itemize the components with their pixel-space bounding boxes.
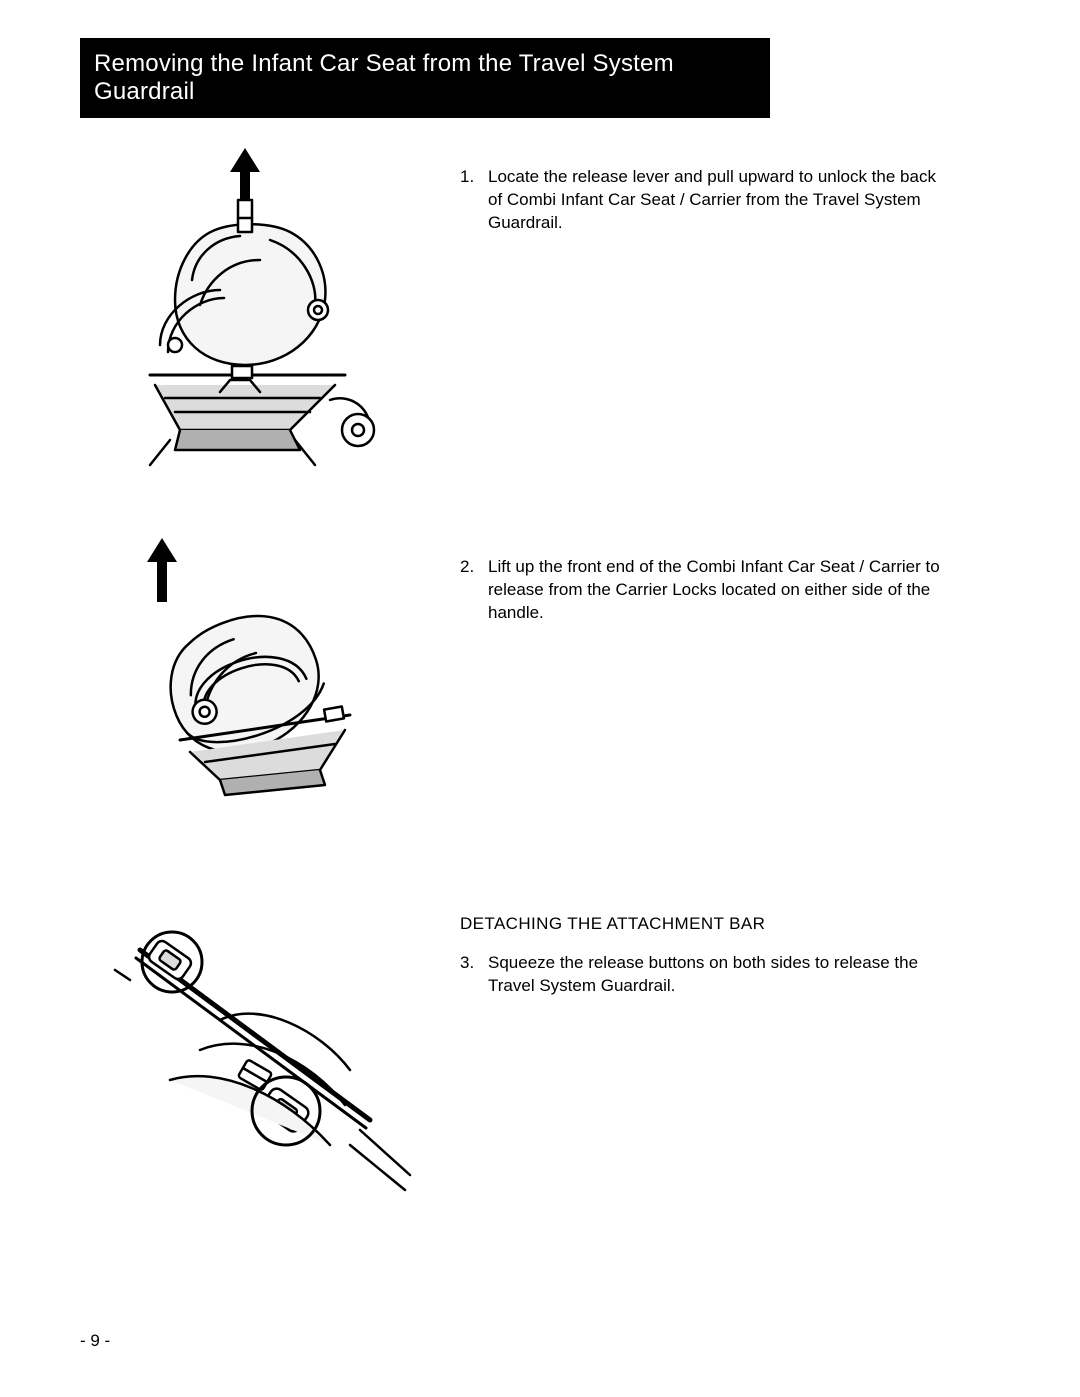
- step-1-item: 1. Locate the release lever and pull upw…: [460, 166, 1000, 235]
- step-2: 2. Lift up the front end of the Combi In…: [80, 530, 1000, 810]
- step-1: 1. Locate the release lever and pull upw…: [80, 140, 1000, 470]
- up-arrow-icon: [147, 538, 177, 602]
- step-2-text-col: 2. Lift up the front end of the Combi In…: [460, 530, 1000, 625]
- step-2-illustration: [80, 530, 460, 810]
- car-seat-release-lever-illustration: [120, 140, 420, 470]
- section-title-bar: Removing the Infant Car Seat from the Tr…: [80, 38, 770, 118]
- manual-page: Removing the Infant Car Seat from the Tr…: [0, 0, 1080, 1397]
- step-3-item: 3. Squeeze the release buttons on both s…: [460, 952, 1000, 998]
- detach-attachment-bar-illustration: [110, 910, 430, 1200]
- car-seat-lift-front-illustration: [120, 530, 420, 810]
- step-3-number: 3.: [460, 952, 488, 998]
- step-3-illustration: [80, 910, 460, 1200]
- step-3-body: Squeeze the release buttons on both side…: [488, 952, 1000, 998]
- detaching-subheading: DETACHING THE ATTACHMENT BAR: [460, 914, 1000, 934]
- step-2-item: 2. Lift up the front end of the Combi In…: [460, 556, 1000, 625]
- step-2-body: Lift up the front end of the Combi Infan…: [488, 556, 1000, 625]
- step-1-text-col: 1. Locate the release lever and pull upw…: [460, 140, 1000, 235]
- step-3: DETACHING THE ATTACHMENT BAR 3. Squeeze …: [80, 910, 1000, 1200]
- step-3-text-col: DETACHING THE ATTACHMENT BAR 3. Squeeze …: [460, 910, 1000, 998]
- step-1-number: 1.: [460, 166, 488, 235]
- page-number: - 9 -: [80, 1331, 110, 1351]
- step-1-body: Locate the release lever and pull upward…: [488, 166, 1000, 235]
- step-2-number: 2.: [460, 556, 488, 625]
- step-1-illustration: [80, 140, 460, 470]
- section-title-text: Removing the Infant Car Seat from the Tr…: [94, 50, 674, 105]
